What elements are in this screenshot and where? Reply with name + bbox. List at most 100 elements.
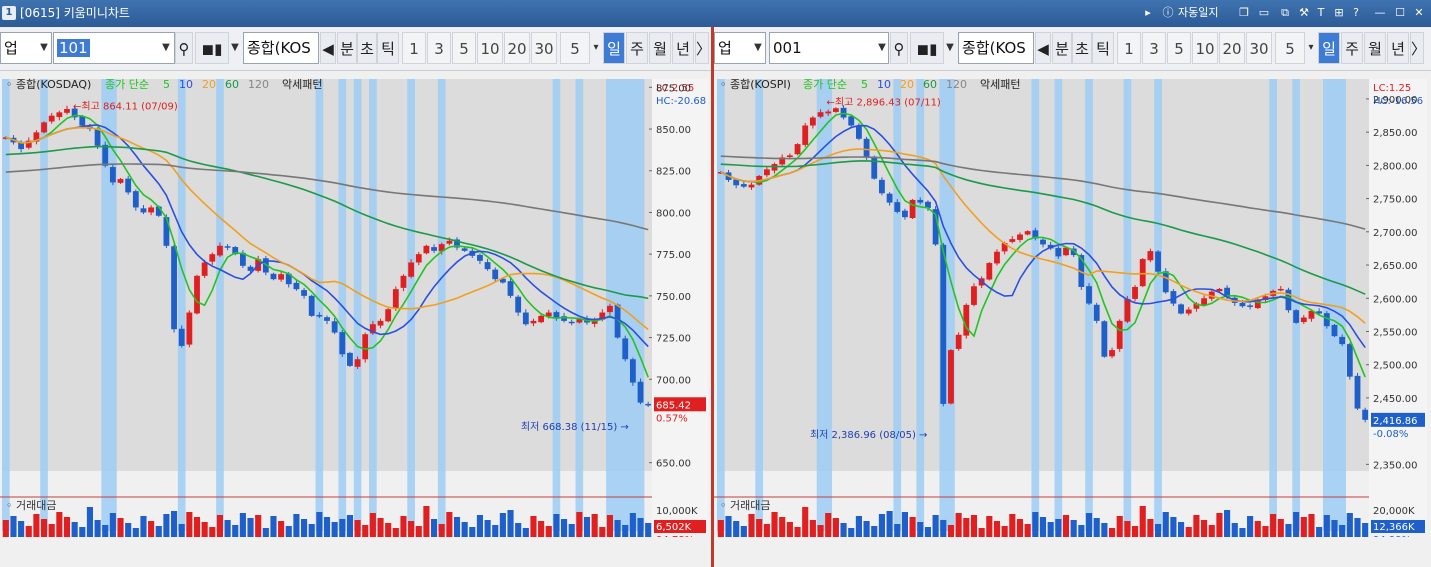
back-icon[interactable]: ◀ [320, 32, 336, 64]
candle-body [408, 262, 415, 277]
tab-second[interactable]: 초 [357, 32, 377, 64]
restore-icon[interactable]: ❐ [1239, 6, 1249, 19]
candle-body [79, 116, 86, 126]
window-icon[interactable]: ▭ [1258, 6, 1270, 19]
chevron-down-icon[interactable]: ▼ [162, 42, 170, 53]
chevron-down-icon[interactable]: ▼ [754, 42, 762, 53]
candle-body [932, 209, 939, 245]
code-input[interactable]: 001 [769, 32, 889, 64]
candle-body [779, 157, 786, 165]
candle-body [1193, 303, 1200, 309]
tab-minute[interactable]: 분 [337, 32, 357, 64]
period-3[interactable]: 3 [427, 32, 451, 64]
volume-bar [614, 520, 621, 537]
candle-body [1162, 271, 1169, 293]
view-day[interactable]: 일 [603, 32, 625, 64]
view-year[interactable]: 년 [1387, 32, 1409, 64]
candle-body [607, 305, 613, 313]
unit-stepper[interactable]: 5 [560, 32, 590, 64]
view-month[interactable]: 월 [649, 32, 671, 64]
text-tool-icon[interactable]: T [1317, 6, 1325, 19]
period-10[interactable]: 10 [1192, 32, 1218, 64]
period-5[interactable]: 5 [452, 32, 476, 64]
legend-title: ◦ 종합(KOSDAQ) [6, 78, 91, 91]
volume-bar [369, 513, 376, 537]
volume-bar [56, 512, 63, 537]
auto-journal-button[interactable]: 자동일지 [1178, 6, 1219, 19]
candle-body [1308, 310, 1315, 319]
volume-bar [476, 515, 483, 537]
price-chart-kospi[interactable]: ◦ 종합(KOSPI) 종가 단순 5 10 20 60 120 악세패턴 LC:1.25 HC:… [714, 71, 1431, 537]
period-10[interactable]: 10 [477, 32, 503, 64]
speaker-icon[interactable]: ◼▮ [195, 32, 229, 64]
candle-body [224, 246, 231, 248]
back-icon[interactable]: ◀ [1035, 32, 1051, 64]
expand-button[interactable]: 〉 [695, 32, 711, 64]
tab-tick[interactable]: 틱 [1092, 32, 1114, 64]
volume-bar [308, 524, 315, 537]
last-price-box [654, 397, 706, 412]
period-30[interactable]: 30 [531, 32, 557, 64]
view-year[interactable]: 년 [672, 32, 694, 64]
volume-label: ◦ 거래대금 [6, 499, 56, 512]
tab-second[interactable]: 초 [1072, 32, 1092, 64]
ma120-line [720, 155, 1366, 230]
maximize-icon[interactable]: ☐ [1395, 6, 1405, 19]
high-marker: ←최고 2,896.43 (07/11) [827, 96, 941, 108]
ma5-line [5, 114, 649, 378]
volume-bar [33, 514, 40, 537]
close-icon[interactable]: ✕ [1414, 6, 1424, 19]
tab-tick[interactable]: 틱 [377, 32, 399, 64]
play-icon[interactable]: ▸ [1145, 6, 1151, 19]
candle-body [247, 266, 254, 271]
candle-body [140, 208, 147, 213]
copy-icon[interactable]: ⧉ [1281, 6, 1289, 19]
view-week[interactable]: 주 [626, 32, 648, 64]
y-tick-label: 2,900.00 [1373, 95, 1418, 106]
index-name-box[interactable]: 종합(KOS [243, 32, 319, 64]
chevron-down-icon[interactable]: ▾ [1308, 42, 1314, 53]
period-20[interactable]: 20 [504, 32, 530, 64]
candle-body [316, 314, 323, 317]
help-icon[interactable]: ? [1353, 6, 1359, 19]
chevron-down-icon[interactable]: ▼ [878, 42, 886, 53]
expand-button[interactable]: 〉 [1410, 32, 1426, 64]
index-name-box[interactable]: 종합(KOS [958, 32, 1034, 64]
volume-last: 6,502K [656, 522, 692, 533]
chevron-down-icon[interactable]: ▼ [40, 42, 48, 53]
view-day[interactable]: 일 [1318, 32, 1340, 64]
view-week[interactable]: 주 [1341, 32, 1363, 64]
view-month[interactable]: 월 [1364, 32, 1386, 64]
candle-body [1093, 304, 1100, 321]
period-5[interactable]: 5 [1167, 32, 1191, 64]
speaker-icon[interactable]: ◼▮ [910, 32, 944, 64]
minimize-icon[interactable]: — [1374, 6, 1386, 19]
unit-stepper[interactable]: 5 [1275, 32, 1305, 64]
search-icon[interactable]: ⚲ [175, 32, 193, 64]
chevron-down-icon[interactable]: ▾ [593, 42, 599, 53]
price-chart-kosdaq[interactable]: ◦ 종합(KOSDAQ) 종가 단순 5 10 20 60 120 악세패턴 LC:2.55 HC… [0, 71, 711, 537]
candle-body [740, 184, 747, 187]
chevron-down-icon[interactable]: ▼ [946, 42, 954, 53]
candle-body [940, 244, 947, 404]
market-select[interactable]: 업 [0, 32, 52, 64]
candle-body [194, 275, 200, 314]
period-20[interactable]: 20 [1219, 32, 1245, 64]
volume-bar [717, 520, 724, 537]
period-30[interactable]: 30 [1246, 32, 1272, 64]
candle-body [963, 304, 970, 336]
volume-bar [1139, 506, 1146, 537]
period-1[interactable]: 1 [1117, 32, 1141, 64]
market-select[interactable]: 업 [714, 32, 766, 64]
tool-icon[interactable]: ⚒ [1299, 6, 1309, 19]
period-3[interactable]: 3 [1142, 32, 1166, 64]
period-1[interactable]: 1 [402, 32, 426, 64]
tab-minute[interactable]: 분 [1052, 32, 1072, 64]
y-tick-label: 2,550.00 [1373, 327, 1418, 338]
info-icon[interactable]: ⓘ [1162, 6, 1174, 19]
code-value: 101 [57, 39, 90, 57]
chevron-down-icon[interactable]: ▼ [231, 42, 239, 53]
grid-icon[interactable]: ⊞ [1334, 6, 1344, 19]
code-input[interactable]: 101 [53, 32, 175, 64]
search-icon[interactable]: ⚲ [890, 32, 908, 64]
